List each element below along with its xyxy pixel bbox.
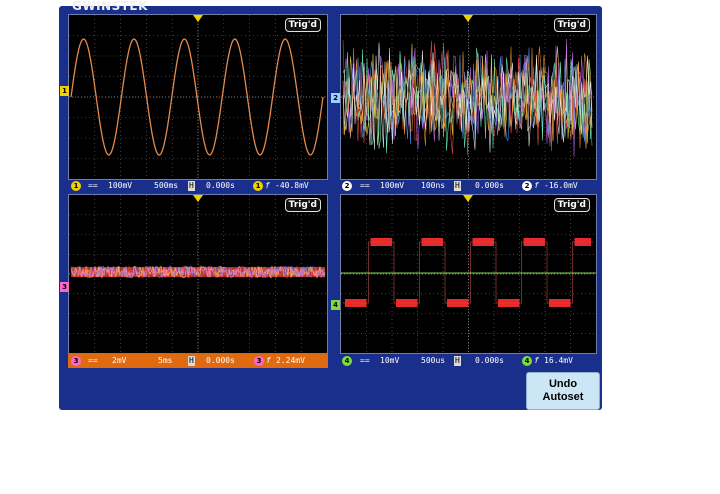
trigger-level[interactable]: -40.8mV xyxy=(275,181,309,190)
horizontal-offset[interactable]: 0.000s xyxy=(475,356,504,365)
undo-autoset-label-2: Autoset xyxy=(542,391,584,403)
horizontal-offset[interactable]: 0.000s xyxy=(475,181,504,190)
trigger-level[interactable]: -16.0mV xyxy=(544,181,578,190)
channel-2-ground-marker[interactable]: 2 xyxy=(331,93,340,103)
volts-per-div[interactable]: 100mV xyxy=(380,181,405,190)
trigger-status-badge: Trig'd xyxy=(553,198,590,212)
channel-2-waveform xyxy=(341,15,596,179)
trigger-position-icon xyxy=(193,195,203,202)
trigger-source-icon: 4 xyxy=(522,356,532,366)
channel-1-status-bar: 1 == 100mV 500ms H 0.000s 1 f -40.8mV xyxy=(68,179,328,193)
undo-autoset-button[interactable]: Undo Autoset xyxy=(526,372,600,410)
time-per-div[interactable]: 100ns xyxy=(421,181,446,190)
falling-edge-icon: f xyxy=(534,181,539,190)
channel-4-display: Trig'd xyxy=(340,194,597,354)
channel-3-ground-marker[interactable]: 3 xyxy=(60,282,69,292)
horizontal-offset[interactable]: 0.000s xyxy=(206,356,235,365)
channel-2-status-bar: 2 == 100mV 100ns H 0.000s 2 f -16.0mV xyxy=(340,179,598,193)
coupling-icon: == xyxy=(88,181,98,190)
coupling-icon: == xyxy=(360,181,370,190)
horizontal-mode-icon: H xyxy=(188,181,195,191)
volts-per-div[interactable]: 100mV xyxy=(108,181,133,190)
horizontal-offset[interactable]: 0.000s xyxy=(206,181,235,190)
horizontal-mode-icon: H xyxy=(454,356,461,366)
trigger-position-icon xyxy=(463,195,473,202)
coupling-icon: == xyxy=(88,356,98,365)
square-trace xyxy=(343,238,593,307)
trigger-position-icon xyxy=(193,15,203,22)
channel-1-icon: 1 xyxy=(71,181,81,191)
noise-band-trace xyxy=(70,264,326,279)
trigger-source-icon: 1 xyxy=(253,181,263,191)
channel-1-waveform xyxy=(69,15,327,179)
trigger-status-badge: Trig'd xyxy=(284,198,321,212)
channel-1-display: Trig'd xyxy=(68,14,328,180)
trigger-level[interactable]: 2.24mV xyxy=(276,356,305,365)
noise-trace xyxy=(342,38,593,157)
falling-edge-icon: f xyxy=(534,356,539,365)
time-per-div[interactable]: 500us xyxy=(421,356,446,365)
trigger-position-icon xyxy=(463,15,473,22)
volts-per-div[interactable]: 10mV xyxy=(380,356,400,365)
time-per-div[interactable]: 500ms xyxy=(154,181,179,190)
trigger-status-badge: Trig'd xyxy=(553,18,590,32)
channel-2-display: Trig'd xyxy=(340,14,597,180)
coupling-icon: == xyxy=(360,356,370,365)
channel-1-ground-marker[interactable]: 1 xyxy=(60,86,69,96)
channel-3-status-bar: 3 == 2mV 5ms H 0.000s 3 f 2.24mV xyxy=(68,354,328,368)
time-per-div[interactable]: 5ms xyxy=(158,356,173,365)
falling-edge-icon: f xyxy=(266,356,271,365)
graticule xyxy=(69,15,327,179)
channel-3-display: Trig'd xyxy=(68,194,328,354)
channel-3-icon: 3 xyxy=(71,356,81,366)
horizontal-mode-icon: H xyxy=(188,356,195,366)
channel-4-icon: 4 xyxy=(342,356,352,366)
horizontal-mode-icon: H xyxy=(454,181,461,191)
undo-autoset-label-1: Undo xyxy=(548,378,578,390)
brand-logo: GWINSTEK xyxy=(72,0,148,13)
graticule xyxy=(341,195,596,353)
sine-trace xyxy=(70,38,324,156)
falling-edge-icon: f xyxy=(265,181,270,190)
trigger-source-icon: 2 xyxy=(522,181,532,191)
trigger-level[interactable]: 16.4mV xyxy=(544,356,573,365)
channel-4-status-bar: 4 == 10mV 500us H 0.000s 4 f 16.4mV xyxy=(340,354,598,368)
volts-per-div[interactable]: 2mV xyxy=(112,356,127,365)
trigger-status-badge: Trig'd xyxy=(284,18,321,32)
channel-4-waveform xyxy=(341,195,596,353)
channel-2-icon: 2 xyxy=(342,181,352,191)
channel-3-waveform xyxy=(69,195,327,353)
channel-4-ground-marker[interactable]: 4 xyxy=(331,300,340,310)
trigger-source-icon: 3 xyxy=(254,356,264,366)
